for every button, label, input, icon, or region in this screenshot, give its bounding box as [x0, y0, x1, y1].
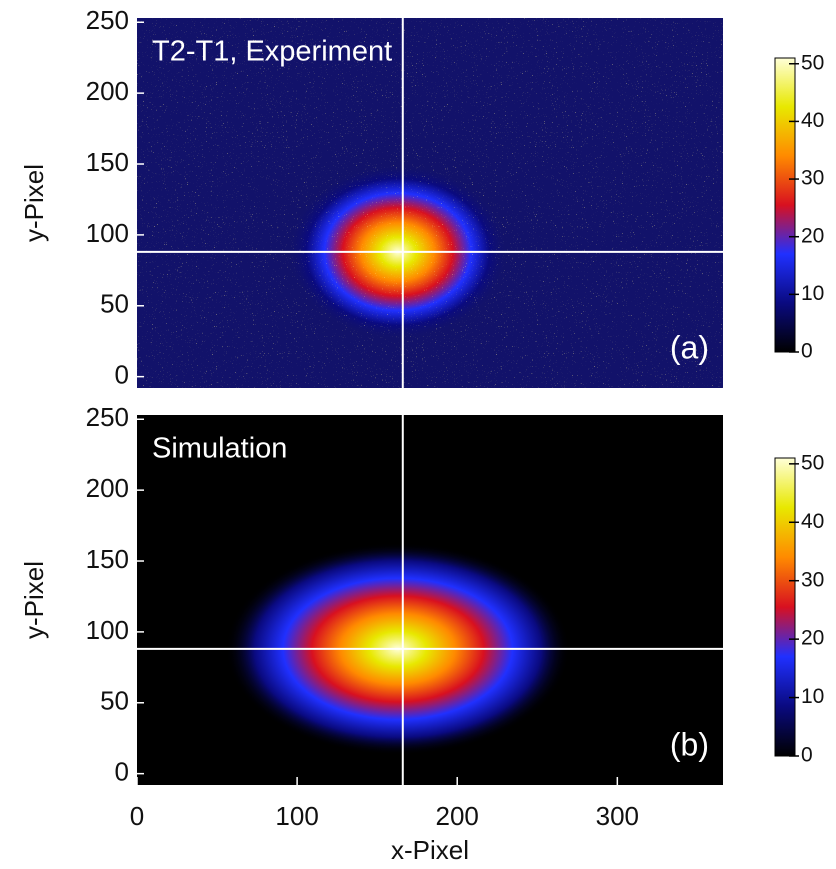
panel-label: (b): [670, 726, 709, 762]
colorbar: [774, 457, 796, 757]
colorbar-tick-label: 0: [801, 340, 813, 363]
y-axis-label: y-Pixel: [19, 164, 49, 242]
y-tick-label: 50: [100, 686, 129, 716]
y-tick-label: 200: [86, 473, 129, 503]
colorbar-tick-label: 10: [801, 685, 824, 708]
x-tick-label: 0: [130, 801, 144, 831]
y-tick-label: 100: [86, 615, 129, 645]
y-tick-label: 250: [86, 402, 129, 432]
x-tick-label: 200: [436, 801, 479, 831]
heatmap-noise: [137, 18, 723, 388]
colorbar-tick-label: 30: [801, 167, 824, 190]
y-tick-label: 150: [86, 147, 129, 177]
panel-title: T2-T1, Experiment: [152, 36, 392, 68]
y-tick-label: 250: [86, 5, 129, 35]
y-tick-label: 0: [115, 360, 129, 390]
x-tick-label: 100: [275, 801, 318, 831]
y-tick-label: 50: [100, 289, 129, 319]
colorbar: [774, 57, 796, 353]
colorbar-tick-label: 0: [801, 744, 813, 767]
panel-title: Simulation: [152, 433, 287, 465]
y-tick-label: 100: [86, 218, 129, 248]
colorbar-tick-label: 40: [801, 109, 824, 132]
x-axis-label: x-Pixel: [391, 835, 469, 865]
colorbar-tick-label: 30: [801, 568, 824, 591]
x-tick-label: 300: [596, 801, 639, 831]
colorbar-tick-label: 40: [801, 510, 824, 533]
y-tick-label: 200: [86, 76, 129, 106]
colorbar-tick-label: 50: [801, 451, 824, 474]
colorbar-tick-label: 50: [801, 51, 824, 74]
colorbar-tick-label: 20: [801, 224, 824, 247]
colorbar-tick-label: 10: [801, 282, 824, 305]
panel-label: (a): [670, 329, 709, 365]
colorbar-tick-label: 20: [801, 627, 824, 650]
y-axis-label: y-Pixel: [19, 561, 49, 639]
y-tick-label: 150: [86, 544, 129, 574]
y-tick-label: 0: [115, 757, 129, 787]
